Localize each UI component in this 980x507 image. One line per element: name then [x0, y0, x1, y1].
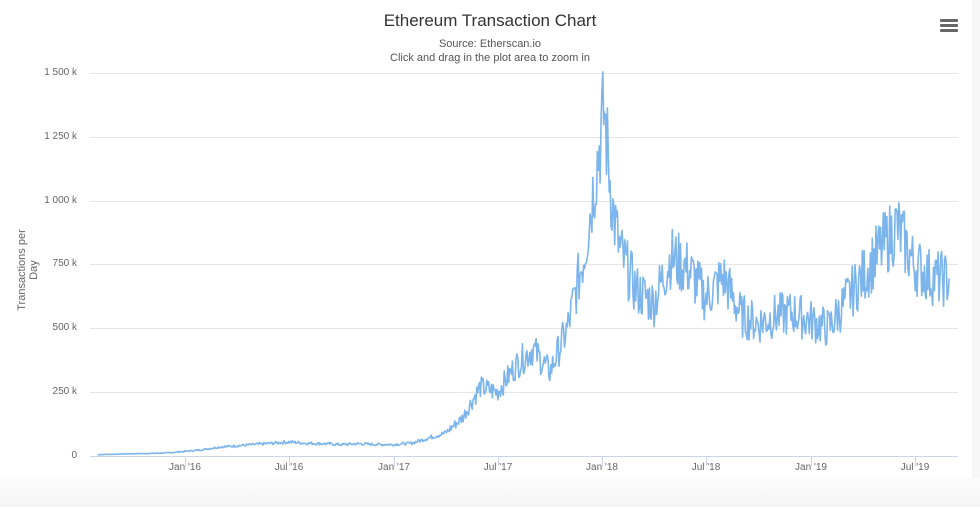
- y-tick-500k: 500 k: [52, 322, 77, 333]
- y-tick-1500k: 1 500 k: [44, 67, 77, 78]
- chart-subtitle: Source: Etherscan.io Click and drag in t…: [0, 37, 980, 65]
- y-tick-750k: 750 k: [52, 258, 77, 269]
- subtitle-zoom-hint: Click and drag in the plot area to zoom …: [390, 52, 590, 64]
- chart-bottom-background: [0, 478, 980, 507]
- x-tick-jan-18: Jan '18: [586, 462, 618, 473]
- x-tick-jul-16: Jul '16: [274, 462, 304, 473]
- x-tick-jan-16: Jan '16: [169, 462, 201, 473]
- y-tick-0: 0: [71, 450, 77, 461]
- x-tick-jan-17: Jan '17: [378, 462, 410, 473]
- y-tick-1000k: 1 000 k: [44, 195, 77, 206]
- window-edge: [972, 0, 980, 507]
- hamburger-menu-icon[interactable]: [940, 19, 958, 35]
- x-axis-ticks: [185, 456, 916, 466]
- x-tick-jul-19: Jul '19: [900, 462, 930, 473]
- x-tick-jul-18: Jul '18: [691, 462, 721, 473]
- x-tick-jan-19: Jan '19: [795, 462, 827, 473]
- x-tick-jul-17: Jul '17: [483, 462, 513, 473]
- transactions-series-line[interactable]: [97, 71, 951, 456]
- y-tick-250k: 250 k: [52, 386, 77, 397]
- y-tick-1250k: 1 250 k: [44, 131, 77, 142]
- subtitle-source: Source: Etherscan.io: [438, 38, 542, 50]
- chart-title: Ethereum Transaction Chart: [383, 11, 597, 30]
- grid-lines: [90, 73, 958, 393]
